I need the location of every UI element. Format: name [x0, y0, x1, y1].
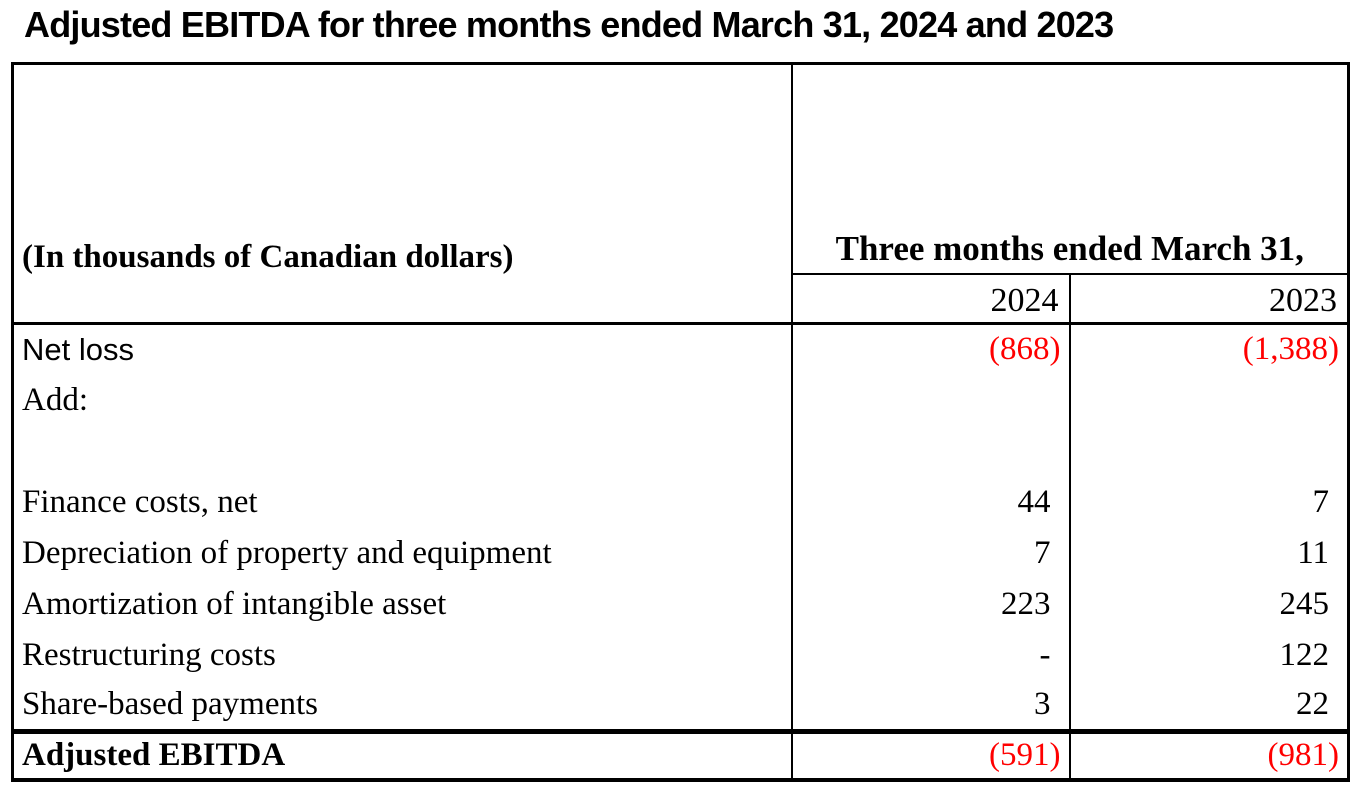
value-2023: 22	[1296, 686, 1330, 723]
table-row-blank	[12, 425, 1349, 477]
row-label: Share-based payments	[12, 680, 793, 732]
table-row-finance-costs: Finance costs, net 44 7	[12, 476, 1349, 528]
value-2023: 245	[1279, 585, 1330, 622]
total-row-label: Adjusted EBITDA	[12, 729, 793, 782]
value-2024: 7	[791, 527, 1071, 579]
report-title: Adjusted EBITDA for three months ended M…	[24, 4, 1114, 45]
table-row-amortization: Amortization of intangible asset 223 245	[12, 578, 1349, 630]
year-2023-header: 2023	[1069, 273, 1349, 325]
value-2023	[1070, 426, 1349, 477]
value-2024	[791, 425, 1071, 477]
row-label: Add:	[12, 374, 793, 426]
value-2024: (868)	[791, 323, 1071, 375]
value-2023	[1070, 375, 1349, 426]
total-value-2024: (591)	[791, 729, 1071, 782]
total-row-adjusted-ebitda: Adjusted EBITDA (591) (981)	[12, 729, 1349, 782]
row-label: Net loss	[12, 323, 793, 375]
value-2024: 3	[791, 680, 1071, 732]
value-2023: 11	[1297, 534, 1330, 571]
row-label: Finance costs, net	[12, 476, 793, 528]
row-label: Amortization of intangible asset	[12, 578, 793, 630]
table-row-restructuring: Restructuring costs - 122	[12, 629, 1349, 681]
value-2024	[791, 374, 1071, 426]
year-2024-header: 2024	[791, 273, 1071, 325]
value-2023: 122	[1279, 636, 1330, 673]
table-row-depreciation: Depreciation of property and equipment 7…	[12, 527, 1349, 579]
adjusted-ebitda-table: (In thousands of Canadian dollars) Three…	[11, 62, 1351, 782]
row-label: Depreciation of property and equipment	[12, 527, 793, 579]
value-2024: -	[791, 629, 1071, 681]
table-row-net-loss: Net loss (868) (1,388)	[12, 323, 1349, 375]
value-2023: 7	[1312, 483, 1330, 520]
value-2024: 223	[791, 578, 1071, 630]
value-2024: 44	[791, 476, 1071, 528]
total-value-2023: (981)	[1069, 729, 1349, 782]
period-header-cell: Three months ended March 31,	[791, 63, 1349, 275]
row-label	[12, 425, 793, 477]
header-row-period: (In thousands of Canadian dollars) Three…	[12, 63, 1349, 325]
table-row-add: Add:	[12, 374, 1349, 426]
header-row-years: 2024 2023	[13, 273, 1349, 325]
row-label: Restructuring costs	[12, 629, 793, 681]
table-row-share-based: Share-based payments 3 22	[12, 680, 1349, 732]
unit-label-cell: (In thousands of Canadian dollars)	[12, 63, 793, 325]
value-2023: (1,388)	[1242, 331, 1340, 368]
